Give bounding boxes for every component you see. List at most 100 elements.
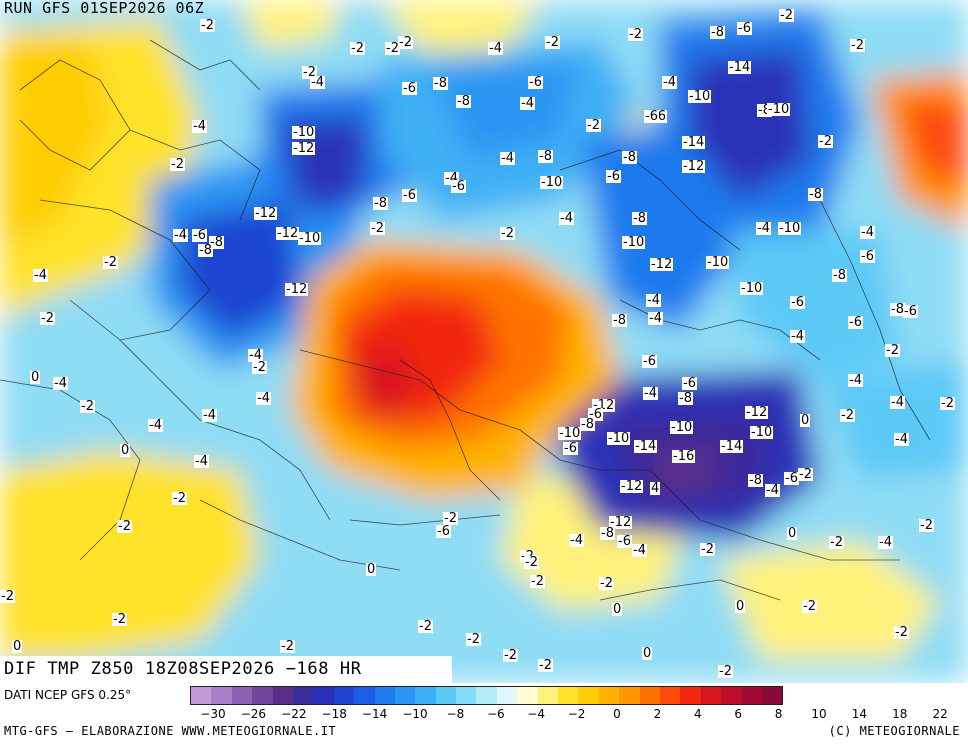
contour-label: -12: [609, 515, 633, 530]
contour-label: -2: [0, 589, 15, 604]
contour-label: 0: [120, 443, 131, 458]
contour-label: -8: [612, 313, 627, 328]
legend-tick-label: 14: [851, 707, 868, 721]
contour-label: 4: [650, 481, 661, 496]
contour-label: -6: [588, 407, 603, 422]
contour-label: -2: [628, 27, 643, 42]
contour-label: -4: [878, 535, 893, 550]
color-legend-ticks: −30−26−22−18−14−10−8−6−4−202468101418223…: [190, 707, 966, 723]
contour-label: -6: [860, 249, 875, 264]
contour-label: -4: [248, 348, 263, 363]
contour-label: -2: [599, 576, 614, 591]
contour-label: -6: [436, 524, 451, 539]
contour-label: -2: [940, 396, 955, 411]
legend-tick-label: −22: [281, 707, 307, 721]
contour-label: -2: [919, 518, 934, 533]
legend-swatch: [211, 687, 232, 704]
contour-label: -10: [558, 426, 582, 441]
contour-label: -8: [748, 473, 763, 488]
contour-label: -8: [808, 187, 823, 202]
contour-label: -4: [192, 119, 207, 134]
legend-swatch: [354, 687, 375, 704]
contour-label: -2: [885, 343, 900, 358]
contour-label: -4: [559, 211, 574, 226]
contour-label: -2: [172, 491, 187, 506]
contour-label: -8: [622, 150, 637, 165]
contour-label: -2: [798, 467, 813, 482]
contour-label: -10: [298, 231, 322, 246]
contour-label: -14: [728, 60, 752, 75]
contour-label: -2: [586, 118, 601, 133]
contour-label: -8: [538, 149, 553, 164]
contour-label: -10: [767, 102, 791, 117]
legend-swatch: [292, 687, 314, 704]
legend-swatch: [537, 687, 559, 704]
contour-label: -4: [500, 151, 515, 166]
legend-tick-label: −10: [402, 707, 428, 721]
contour-label: -8: [890, 302, 905, 317]
legend-swatch: [456, 687, 477, 704]
contour-label: -6: [617, 534, 632, 549]
contour-label: 0: [12, 639, 23, 654]
contour-label: -4: [890, 395, 905, 410]
legend-tick-label: −26: [240, 707, 267, 721]
contour-label: -8: [433, 76, 448, 91]
contour-label: -2: [302, 65, 317, 80]
contour-label: -12: [254, 206, 278, 221]
contour-label: -6: [642, 354, 657, 369]
contour-label: -6: [737, 21, 752, 36]
contour-label: -10: [622, 235, 646, 250]
contour-label: -2: [850, 38, 865, 53]
contour-label: -8: [198, 243, 213, 258]
contour-label: 0: [366, 562, 377, 577]
contour-label: -8: [600, 526, 615, 541]
contour-label: -6: [402, 81, 417, 96]
contour-label: -2: [538, 658, 553, 673]
credit-right: (C) METEOGIORNALE: [828, 724, 960, 738]
contour-label: -4: [643, 386, 658, 401]
contour-label: -4: [848, 373, 863, 388]
legend-tick-label: 0: [613, 707, 621, 721]
contour-label: -6: [192, 228, 207, 243]
contour-label: 0: [787, 526, 798, 541]
legend-swatch: [435, 687, 457, 704]
contour-label: -4: [662, 75, 677, 90]
contour-label: -12: [682, 159, 706, 174]
contour-label: -8: [580, 417, 595, 432]
contour-label: -2: [418, 619, 433, 634]
contour-label: 0: [800, 413, 811, 428]
contour-label: -6: [563, 441, 578, 456]
contour-label: -14: [682, 135, 706, 150]
legend-swatch: [252, 687, 273, 704]
contour-label: -2: [398, 35, 413, 50]
contour-label: 0: [612, 602, 623, 617]
legend-tick-label: 18: [892, 707, 908, 721]
contour-label: -2: [117, 519, 132, 534]
contour-label: -2: [370, 221, 385, 236]
contour-label: -8: [710, 25, 725, 40]
contour-label: -12: [745, 405, 769, 420]
map-canvas: [0, 0, 968, 683]
contour-label: -4: [648, 311, 663, 326]
contour-label: -2: [894, 625, 909, 640]
contour-label: -2: [530, 574, 545, 589]
contour-label: -4: [860, 225, 875, 240]
contour-label: -6: [606, 169, 621, 184]
contour-label: -6: [903, 304, 918, 319]
legend-swatch: [721, 687, 742, 704]
contour-label: -10: [740, 281, 764, 296]
contour-label: -8: [632, 211, 647, 226]
contour-label: -10: [670, 420, 694, 435]
contour-label: -4: [520, 96, 535, 111]
contour-label: -2: [385, 41, 400, 56]
legend-swatch: [639, 687, 660, 704]
contour-label: -10: [607, 431, 631, 446]
contour-label: -2: [40, 311, 55, 326]
contour-label: -2: [545, 35, 560, 50]
legend-swatch: [517, 687, 538, 704]
contour-label: -4: [53, 376, 68, 391]
legend-tick-label: −4: [527, 707, 546, 721]
contour-label: -2: [802, 599, 817, 614]
contour-label: -2: [840, 408, 855, 423]
contour-label: -2: [252, 360, 267, 375]
